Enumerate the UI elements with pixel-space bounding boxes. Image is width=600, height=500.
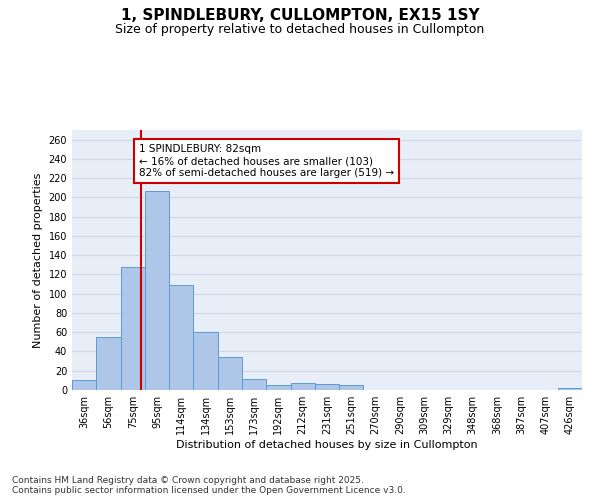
Y-axis label: Number of detached properties: Number of detached properties <box>33 172 43 348</box>
Bar <box>121 266 145 390</box>
Bar <box>266 385 290 390</box>
Bar <box>339 385 364 390</box>
Text: 1 SPINDLEBURY: 82sqm
← 16% of detached houses are smaller (103)
82% of semi-deta: 1 SPINDLEBURY: 82sqm ← 16% of detached h… <box>139 144 394 178</box>
Bar <box>145 190 169 390</box>
Bar <box>315 384 339 390</box>
Bar <box>96 337 121 390</box>
Text: Size of property relative to detached houses in Cullompton: Size of property relative to detached ho… <box>115 22 485 36</box>
Bar <box>218 358 242 390</box>
X-axis label: Distribution of detached houses by size in Cullompton: Distribution of detached houses by size … <box>176 440 478 450</box>
Bar <box>72 380 96 390</box>
Bar <box>193 332 218 390</box>
Bar <box>290 384 315 390</box>
Bar <box>558 388 582 390</box>
Bar <box>242 380 266 390</box>
Text: 1, SPINDLEBURY, CULLOMPTON, EX15 1SY: 1, SPINDLEBURY, CULLOMPTON, EX15 1SY <box>121 8 479 22</box>
Text: Contains HM Land Registry data © Crown copyright and database right 2025.
Contai: Contains HM Land Registry data © Crown c… <box>12 476 406 495</box>
Bar <box>169 285 193 390</box>
